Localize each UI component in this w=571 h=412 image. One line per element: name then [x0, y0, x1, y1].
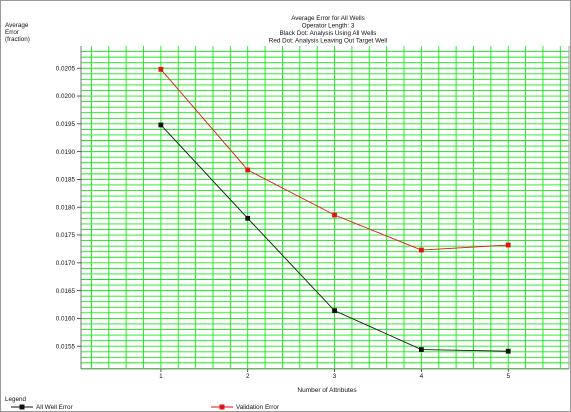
data-point-all-well-error: [158, 122, 164, 128]
legend-label-all-well-error: All Well Error: [36, 404, 73, 411]
chart-subtitle-1: Operator Length: 3: [302, 23, 355, 30]
y-axis-label-line-1: Average: [5, 22, 29, 29]
y-tick-label: 0.0160: [56, 316, 76, 323]
legend: Legend All Well Error Validation Error: [5, 396, 279, 411]
data-point-validation-error: [332, 212, 337, 218]
y-tick-label: 0.0205: [56, 65, 76, 72]
legend-label-validation-error: Validation Error: [236, 404, 279, 411]
data-point-validation-error: [418, 247, 424, 253]
y-tick-label: 0.0200: [56, 93, 76, 100]
y-tick-label: 0.0190: [56, 149, 76, 156]
legend-marker-validation-error: [219, 404, 225, 410]
data-point-all-well-error: [418, 347, 424, 352]
y-axis-ticks: 0.0155 0.0160 0.0165 0.0170 0.0175 0.0180 0.01…: [56, 65, 81, 350]
chart-subtitle-2: Black Dot: Analysis Using All Wells: [280, 30, 377, 37]
x-tick-label: 3: [333, 373, 337, 380]
x-tick-label: 4: [420, 373, 424, 380]
y-tick-label: 0.0175: [56, 232, 76, 239]
y-tick-label: 0.0195: [56, 121, 76, 128]
y-tick-label: 0.0155: [56, 343, 76, 350]
data-point-all-well-error: [505, 348, 511, 354]
x-tick-label: 1: [159, 373, 163, 380]
legend-title: Legend: [5, 396, 27, 403]
series-group: [158, 66, 511, 354]
y-axis-label-line-2: Error: [5, 29, 19, 36]
y-tick-label: 0.0185: [56, 177, 76, 184]
y-tick-label: 0.0180: [56, 204, 76, 211]
chart-subtitle-3: Red Dot: Analysis Leaving Out Target Wel…: [269, 38, 387, 45]
data-point-all-well-error: [245, 215, 251, 221]
data-point-validation-error: [158, 66, 164, 72]
y-tick-label: 0.0165: [56, 288, 76, 295]
y-axis-label-line-3: (fraction): [5, 36, 30, 43]
data-point-validation-error: [505, 242, 511, 248]
chart-title: Average Error for All Wells: [291, 15, 365, 22]
chart-title-group: Average Error for All Wells Operator Len…: [269, 15, 387, 45]
data-point-all-well-error: [332, 308, 337, 314]
legend-entry-validation-error: Validation Error: [211, 404, 279, 411]
x-axis-label: Number of Attributes: [297, 387, 357, 394]
grid-lines: [81, 46, 569, 369]
x-axis-ticks: 1 2 3 4 5: [159, 369, 510, 380]
y-axis-label: Average Error (fraction): [5, 22, 30, 43]
legend-marker-all-well-error: [19, 404, 25, 410]
x-tick-label: 5: [506, 373, 510, 380]
legend-entry-all-well-error: All Well Error: [11, 404, 73, 411]
x-tick-label: 2: [246, 373, 250, 380]
data-point-validation-error: [245, 167, 251, 173]
y-tick-label: 0.0170: [56, 260, 76, 267]
